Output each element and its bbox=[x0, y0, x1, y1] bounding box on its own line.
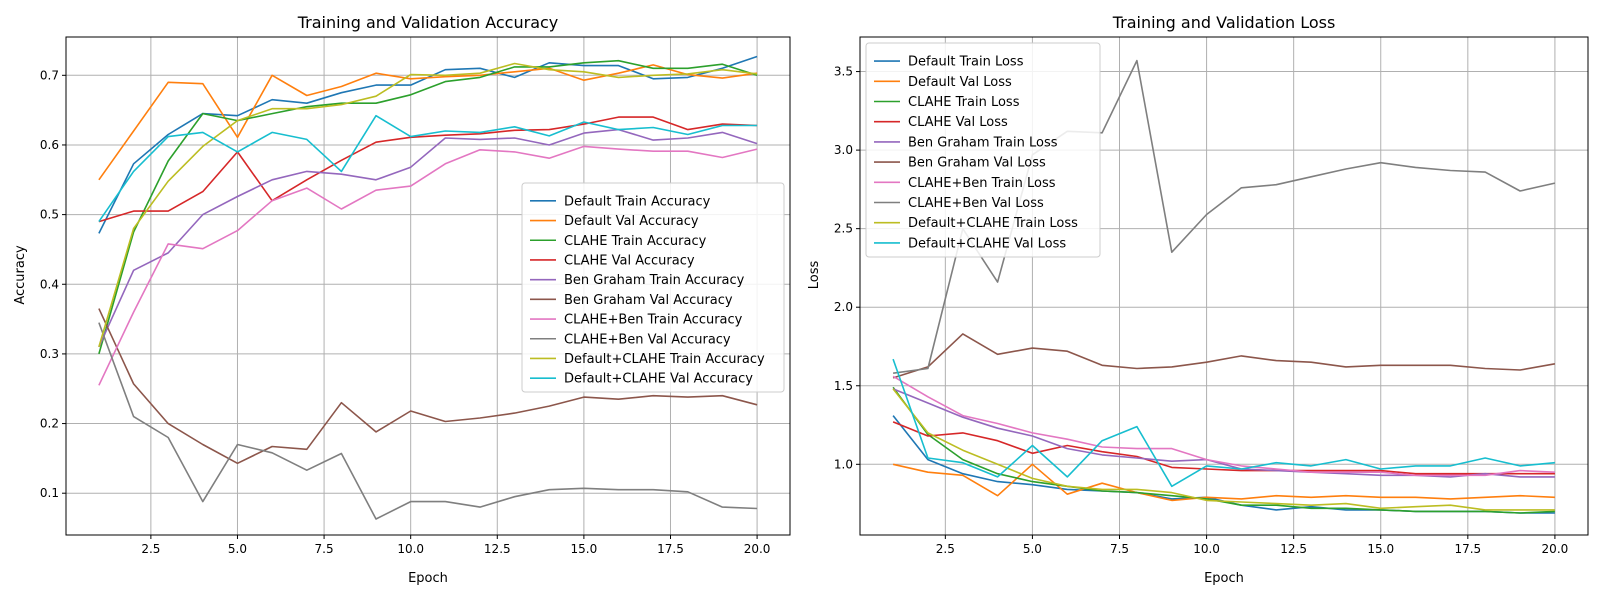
x-tick-label: 2.5 bbox=[936, 542, 955, 556]
series-line-clahe-ben-train-loss bbox=[892, 375, 1555, 477]
legend-entry-label: Ben Graham Train Loss bbox=[908, 135, 1058, 150]
series-line-ben-graham-val-accuracy bbox=[98, 308, 758, 465]
x-tick-label: 12.5 bbox=[484, 542, 511, 556]
loss-axes-frame bbox=[859, 36, 1589, 536]
series-line-default-clahe-val-accuracy bbox=[98, 114, 758, 223]
y-tick-label: 0.6 bbox=[40, 138, 59, 152]
x-tick-label: 10.0 bbox=[1193, 542, 1220, 556]
legend-entry-label: CLAHE Train Accuracy bbox=[564, 234, 707, 249]
y-tick-label: 1.0 bbox=[834, 457, 853, 471]
accuracy-chart: Training and Validation Accuracy Epoch A… bbox=[13, 13, 791, 586]
y-tick-label: 0.3 bbox=[40, 347, 59, 361]
legend-entry-label: Default Val Loss bbox=[908, 75, 1012, 90]
y-tick-label: 0.7 bbox=[40, 68, 59, 82]
y-tick-label: 1.5 bbox=[834, 379, 853, 393]
legend-entry-label: Ben Graham Val Loss bbox=[908, 156, 1046, 171]
series-line-ben-graham-val-loss bbox=[892, 333, 1556, 379]
y-tick-label: 3.5 bbox=[834, 65, 853, 79]
legend-entry-label: Default Train Accuracy bbox=[564, 194, 711, 209]
accuracy-chart-title: Training and Validation Accuracy bbox=[297, 13, 559, 32]
legend-entry-label: CLAHE+Ben Train Accuracy bbox=[564, 313, 743, 328]
series-line-default-clahe-train-loss bbox=[892, 388, 1555, 511]
series-line-clahe-train-loss bbox=[892, 386, 1555, 514]
x-tick-label: 2.5 bbox=[141, 542, 160, 556]
x-tick-label: 5.0 bbox=[228, 542, 247, 556]
loss-chart-ylabel: Loss bbox=[807, 261, 822, 290]
x-tick-label: 7.5 bbox=[315, 542, 334, 556]
legend-entry-label: CLAHE Val Accuracy bbox=[564, 253, 695, 268]
accuracy-chart-xlabel: Epoch bbox=[408, 571, 448, 586]
legend-entry-label: Default+CLAHE Train Loss bbox=[908, 216, 1078, 231]
loss-chart: Training and Validation Loss Epoch Loss … bbox=[807, 13, 1589, 586]
accuracy-axes-frame bbox=[65, 36, 791, 536]
legend-entry-label: CLAHE+Ben Train Loss bbox=[908, 176, 1056, 191]
x-tick-label: 15.0 bbox=[571, 542, 598, 556]
x-tick-label: 10.0 bbox=[397, 542, 424, 556]
accuracy-series-lines bbox=[98, 55, 758, 520]
legend-entry-label: Ben Graham Train Accuracy bbox=[564, 273, 745, 288]
loss-legend: Default Train Loss Default Val Loss CLAHE … bbox=[865, 42, 1101, 258]
legend-entry-label: Default+CLAHE Val Accuracy bbox=[564, 372, 753, 387]
series-line-clahe-train-accuracy bbox=[98, 59, 758, 355]
x-tick-label: 7.5 bbox=[1110, 542, 1129, 556]
x-tick-label: 5.0 bbox=[1023, 542, 1042, 556]
legend-box bbox=[521, 182, 785, 393]
series-line-ben-graham-train-accuracy bbox=[98, 128, 758, 348]
accuracy-chart-ylabel: Accuracy bbox=[13, 245, 28, 305]
x-tick-label: 17.5 bbox=[1454, 542, 1481, 556]
x-tick-label: 15.0 bbox=[1367, 542, 1394, 556]
series-line-ben-graham-train-loss bbox=[892, 388, 1555, 478]
y-tick-label: 3.0 bbox=[834, 143, 853, 157]
y-tick-label: 0.1 bbox=[40, 486, 59, 500]
accuracy-legend: Default Train Accuracy Default Val Accura… bbox=[521, 182, 785, 393]
series-line-clahe-val-accuracy bbox=[98, 116, 758, 223]
y-tick-label: 0.4 bbox=[40, 277, 59, 291]
legend-entry-label: CLAHE+Ben Val Accuracy bbox=[564, 332, 731, 347]
legend-box bbox=[865, 42, 1101, 258]
legend-entry-label: CLAHE Val Loss bbox=[908, 115, 1008, 130]
x-tick-label: 20.0 bbox=[1542, 542, 1569, 556]
legend-entry-label: CLAHE+Ben Val Loss bbox=[908, 196, 1044, 211]
series-line-default-clahe-val-loss bbox=[892, 358, 1555, 488]
y-tick-label: 2.0 bbox=[834, 300, 853, 314]
series-line-clahe-ben-val-loss bbox=[892, 59, 1556, 374]
y-tick-label: 0.2 bbox=[40, 417, 59, 431]
y-tick-label: 2.5 bbox=[834, 222, 853, 236]
x-tick-label: 20.0 bbox=[744, 542, 771, 556]
legend-entry-label: Ben Graham Val Accuracy bbox=[564, 293, 733, 308]
legend-entry-label: Default Train Loss bbox=[908, 55, 1024, 70]
legend-entry-label: Default Val Accuracy bbox=[564, 214, 699, 229]
series-line-default-val-loss bbox=[892, 463, 1555, 502]
series-line-clahe-ben-val-accuracy bbox=[98, 322, 758, 520]
y-tick-label: 0.5 bbox=[40, 208, 59, 222]
legend-entry-label: Default+CLAHE Val Loss bbox=[908, 236, 1066, 251]
legend-entry-label: CLAHE Train Loss bbox=[908, 95, 1020, 110]
x-tick-label: 12.5 bbox=[1280, 542, 1307, 556]
series-line-default-clahe-train-accuracy bbox=[98, 62, 758, 348]
loss-chart-xlabel: Epoch bbox=[1204, 571, 1244, 586]
x-tick-label: 17.5 bbox=[657, 542, 684, 556]
loss-series-lines bbox=[892, 59, 1556, 514]
series-line-clahe-val-loss bbox=[892, 421, 1555, 475]
series-line-clahe-ben-train-accuracy bbox=[98, 145, 758, 386]
legend-entry-label: Default+CLAHE Train Accuracy bbox=[564, 352, 765, 367]
loss-chart-title: Training and Validation Loss bbox=[1112, 13, 1336, 32]
